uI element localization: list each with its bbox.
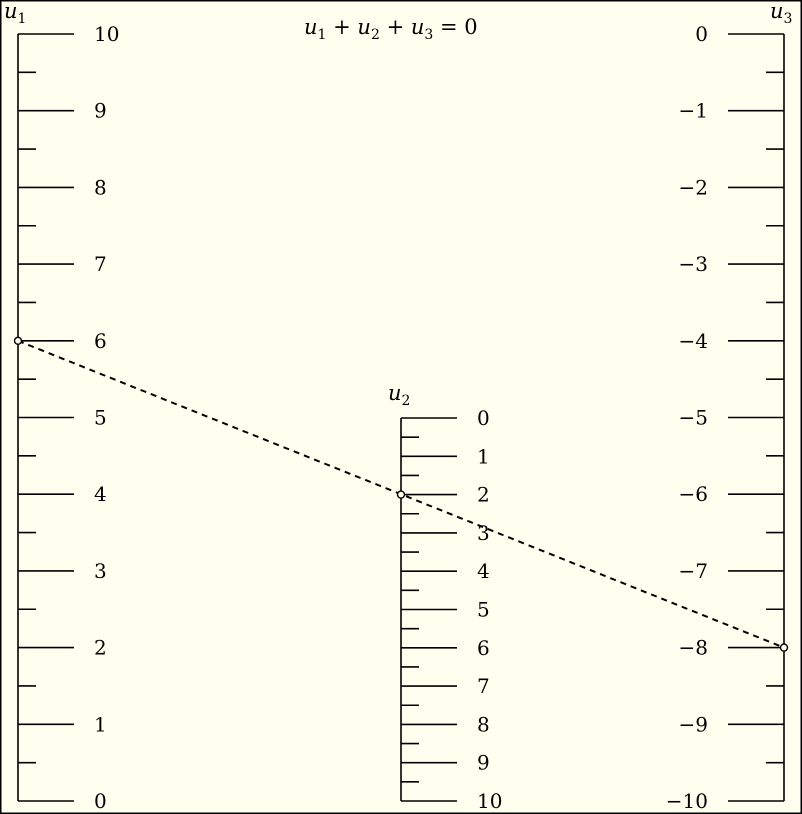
scale-u1 (17, 33, 74, 802)
scale-name-u1: u1 (4, 0, 26, 27)
tick-label-u3: −4 (679, 329, 708, 353)
scale-u2 (400, 417, 457, 802)
tick-label-u1: 6 (94, 329, 107, 353)
tick-label-u3: −2 (679, 175, 708, 199)
tick-label-u3: −5 (679, 406, 708, 430)
tick-label-u1: 0 (94, 789, 107, 813)
tick-label-u2: 8 (477, 712, 490, 736)
tick-label-u3: −6 (679, 482, 708, 506)
tick-label-u1: 8 (94, 175, 107, 199)
tick-label-u1: 10 (94, 22, 119, 46)
isopleth-point-u2 (396, 490, 406, 499)
tick-label-u3: −7 (679, 559, 708, 583)
tick-label-u1: 7 (94, 252, 107, 276)
isopleth-point-u1 (13, 336, 23, 345)
tick-label-u2: 4 (477, 559, 490, 583)
tick-label-u1: 9 (94, 99, 107, 123)
title-equation: u1 + u2 + u3 = 0 (304, 15, 478, 43)
scale-u3 (728, 33, 785, 802)
tick-label-u1: 2 (94, 636, 107, 660)
tick-label-u3: −10 (666, 789, 708, 813)
tick-label-u1: 5 (94, 406, 107, 430)
tick-label-u3: 0 (695, 22, 708, 46)
isopleth-point-u3 (779, 643, 789, 652)
tick-label-u3: −1 (679, 99, 708, 123)
tick-label-u3: −8 (679, 636, 708, 660)
tick-label-u1: 3 (94, 559, 107, 583)
tick-label-u2: 1 (477, 444, 490, 468)
tick-label-u3: −3 (679, 252, 708, 276)
tick-label-u2: 6 (477, 636, 490, 660)
tick-label-u1: 1 (94, 712, 107, 736)
tick-label-u1: 4 (94, 482, 107, 506)
tick-label-u2: 9 (477, 751, 490, 775)
tick-label-u3: −9 (679, 712, 708, 736)
tick-label-u2: 2 (477, 483, 490, 507)
scale-name-u2: u2 (388, 381, 410, 409)
scale-name-u3: u3 (770, 0, 792, 27)
tick-label-u2: 10 (477, 789, 502, 813)
tick-label-u2: 0 (477, 406, 490, 430)
tick-label-u2: 7 (477, 674, 490, 698)
tick-label-u2: 5 (477, 598, 490, 622)
